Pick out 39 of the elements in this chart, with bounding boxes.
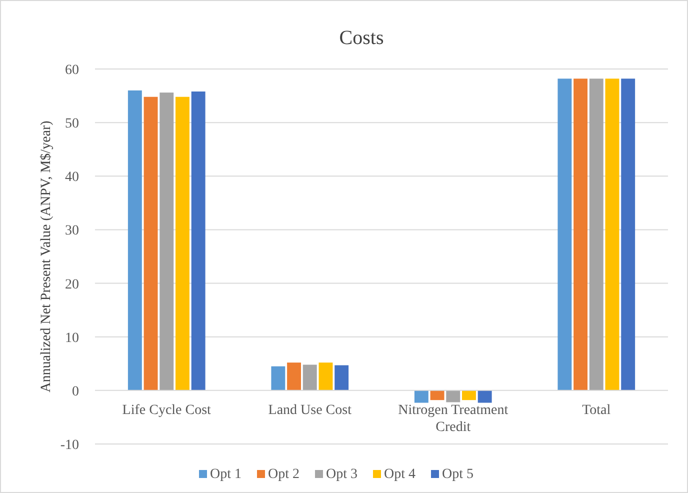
y-tick-label: 40: [65, 170, 79, 186]
x-tick-label: Nitrogen Treatment Credit: [398, 403, 508, 435]
bar: [128, 90, 142, 390]
y-tick-label: 30: [65, 224, 79, 239]
bar: [302, 364, 317, 390]
legend-label: Opt 4: [384, 467, 416, 482]
bar: [160, 92, 174, 390]
bar: [558, 78, 572, 390]
bar: [574, 78, 588, 390]
bar: [414, 390, 428, 403]
legend-label: Opt 1: [210, 467, 242, 482]
y-axis-title: Annualized Net Present Value (ANPV, M$/year): [39, 120, 54, 392]
bar: [589, 78, 604, 390]
y-tick-label: 20: [65, 277, 79, 292]
chart-title: Costs: [339, 27, 384, 49]
bar: [271, 366, 286, 390]
bar: [478, 390, 492, 403]
y-tick-label: 60: [65, 63, 79, 78]
bar: [605, 78, 620, 390]
bar: [191, 92, 206, 390]
bar: [287, 362, 301, 390]
bar: [334, 365, 349, 390]
bar: [430, 390, 444, 400]
y-tick-label: -10: [60, 438, 79, 453]
bar: [446, 390, 460, 402]
x-tick-label: Total: [582, 403, 611, 418]
legend-label: Opt 3: [326, 467, 358, 482]
bar: [318, 362, 333, 390]
bar: [621, 78, 636, 390]
bar: [176, 96, 190, 390]
x-tick-label: Land Use Cost: [268, 403, 352, 418]
y-tick-label: 10: [65, 330, 79, 346]
y-tick-label: 0: [72, 384, 79, 400]
x-tick-label: Life Cycle Cost: [122, 403, 212, 418]
y-tick-label: 50: [65, 116, 79, 132]
bar: [144, 96, 158, 390]
bar: [462, 390, 476, 400]
legend-label: Opt 5: [442, 467, 474, 482]
legend-label: Opt 2: [268, 467, 300, 482]
